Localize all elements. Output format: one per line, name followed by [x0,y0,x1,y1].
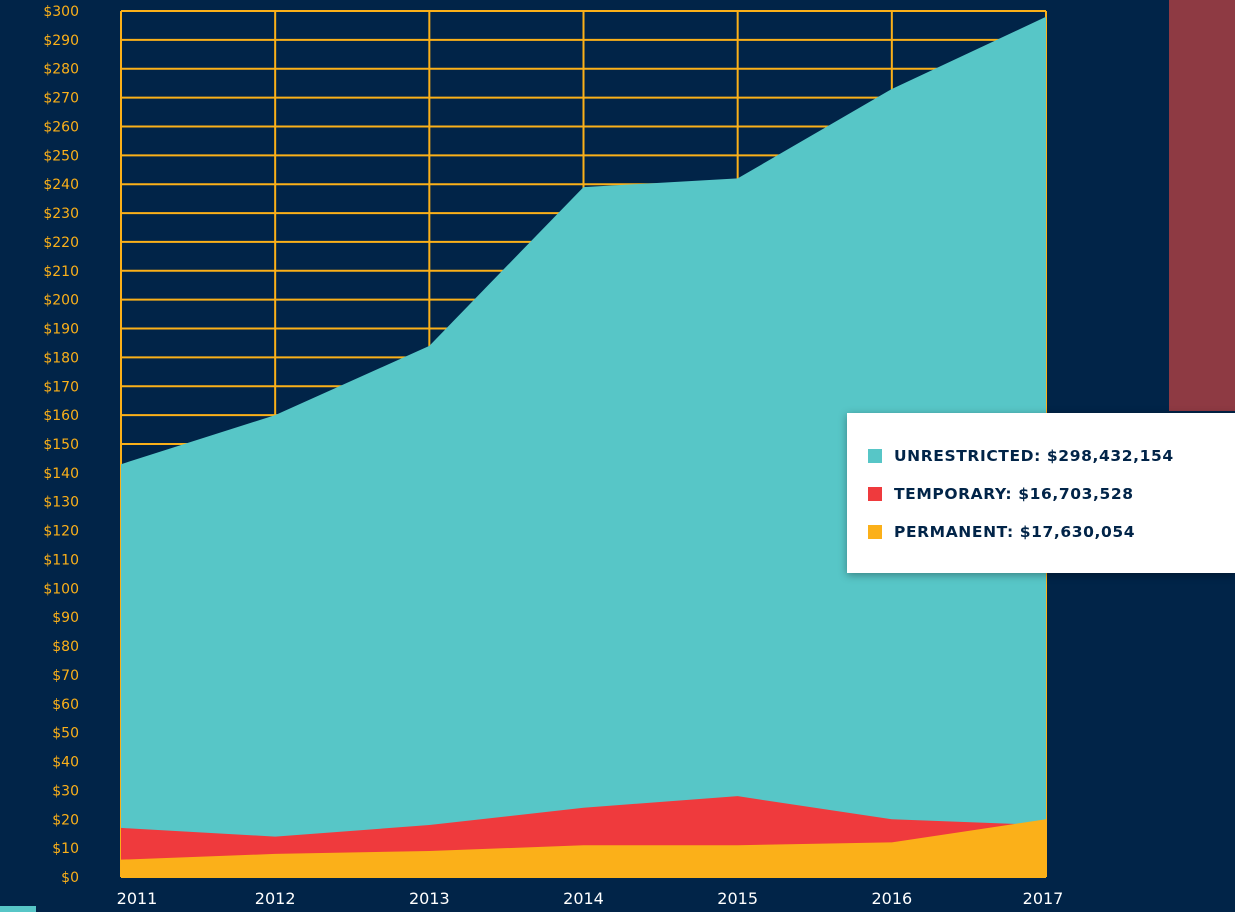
y-tick-label: $290 [43,33,79,49]
area-series [120,16,1047,878]
y-tick-label: $10 [52,841,79,857]
y-tick-label: $110 [43,552,79,568]
y-tick-label: $150 [43,437,79,453]
y-tick-label: $140 [43,466,79,482]
y-tick-label: $100 [43,581,79,597]
x-tick-label: 2012 [255,889,296,908]
y-tick-label: $240 [43,177,79,193]
legend-item-permanent: PERMANENT: $17,630,054 [868,522,1235,542]
legend-item-temporary: TEMPORARY: $16,703,528 [868,484,1235,504]
chart-legend: UNRESTRICTED: $298,432,154 TEMPORARY: $1… [847,413,1235,573]
y-tick-label: $210 [43,264,79,280]
y-tick-label: $230 [43,206,79,222]
area-unrestricted [121,16,1046,878]
y-tick-label: $250 [43,148,79,164]
y-tick-label: $180 [43,350,79,366]
x-tick-label: 2016 [871,889,912,908]
y-tick-label: $90 [52,610,79,626]
y-tick-label: $170 [43,379,79,395]
x-tick-label: 2011 [117,889,158,908]
legend-label-unrestricted: UNRESTRICTED: $298,432,154 [894,447,1174,465]
y-tick-label: $300 [43,4,79,20]
legend-label-permanent: PERMANENT: $17,630,054 [894,523,1136,541]
legend-swatch-unrestricted [868,449,882,463]
y-tick-label: $0 [61,870,79,886]
y-tick-label: $190 [43,322,79,338]
x-tick-label: 2015 [717,889,758,908]
y-tick-label: $260 [43,119,79,135]
y-tick-label: $130 [43,495,79,511]
y-tick-label: $220 [43,235,79,251]
y-tick-label: $120 [43,524,79,540]
x-tick-label: 2017 [1023,889,1064,908]
y-tick-label: $40 [52,755,79,771]
area-permanent [121,819,1046,877]
legend-swatch-temporary [868,487,882,501]
y-tick-label: $70 [52,668,79,684]
side-panel [1169,0,1235,411]
legend-item-unrestricted: UNRESTRICTED: $298,432,154 [868,446,1235,466]
y-tick-label: $280 [43,62,79,78]
y-tick-label: $30 [52,783,79,799]
y-tick-label: $80 [52,639,79,655]
y-tick-label: $160 [43,408,79,424]
y-axis-ticks: $0 $10 $20 $30 $40 $50 $60 $70 $80 $90 $100 $110 $12… [43,4,79,886]
corner-marker [0,906,36,912]
y-tick-label: $270 [43,91,79,107]
legend-swatch-permanent [868,525,882,539]
x-axis-ticks: 2011 2012 2013 2014 2015 2016 2017 [117,889,1064,908]
y-tick-label: $50 [52,726,79,742]
y-tick-label: $20 [52,812,79,828]
legend-label-temporary: TEMPORARY: $16,703,528 [894,485,1134,503]
y-tick-label: $60 [52,697,79,713]
x-tick-label: 2014 [563,889,604,908]
y-tick-label: $200 [43,293,79,309]
x-tick-label: 2013 [409,889,450,908]
